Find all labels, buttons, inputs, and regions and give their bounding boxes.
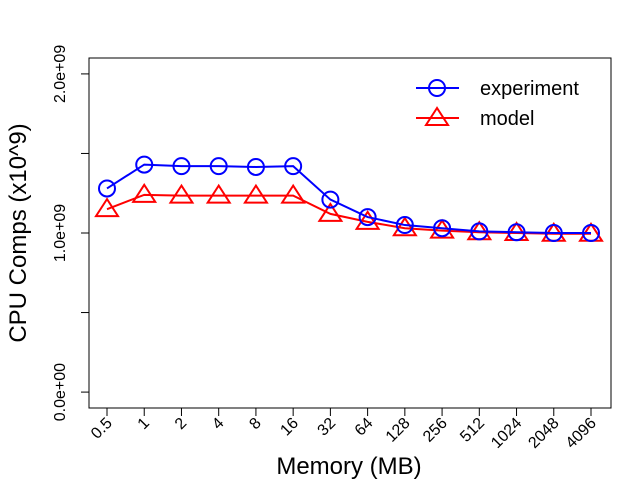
data-point-model [392,216,418,237]
legend-label-model: model [480,108,534,130]
y-axis-title: CPU Comps (x10^9) [5,123,32,342]
legend: experiment model [416,78,579,130]
x-tick-label: 0.5 [88,415,116,443]
series-experiment [98,155,600,242]
legend-marker-experiment [428,79,446,97]
x-tick-label: 4 [209,415,227,433]
data-point-model [243,183,269,204]
data-point-model [131,182,158,203]
data-point-model [317,202,344,222]
series-line-experiment [106,163,591,234]
data-point-experiment [433,219,452,238]
y-axis: 0.0e+00 1.0e+09 2.0e+09 [52,45,90,421]
data-point-model [280,183,306,204]
data-point-experiment [507,223,526,242]
legend-marker-model [424,106,450,126]
x-tick-label: 1024 [488,415,525,452]
legend-item-model: model [416,106,534,130]
x-tick-label: 4096 [563,415,600,452]
data-point-model [94,197,120,218]
x-tick-label: 512 [457,415,488,446]
data-point-model [168,183,195,204]
data-point-experiment [246,157,265,176]
series-line-model [106,193,591,235]
data-point-model [354,210,381,230]
x-tick-label: 32 [315,415,340,440]
legend-item-experiment: experiment [416,78,579,100]
data-point-experiment [470,222,489,241]
x-tick-label: 128 [383,415,414,446]
data-point-experiment [358,208,377,227]
y-tick-label: 2.0e+09 [52,45,69,103]
data-point-experiment [209,157,228,176]
x-tick-label: 1 [135,415,153,433]
data-point-model [205,183,232,204]
x-tick-label: 2048 [525,415,562,452]
x-tick-label: 2 [172,415,190,433]
y-tick-label: 1.0e+09 [52,204,69,262]
series-layer [94,155,604,242]
x-axis: 0.5 1 2 4 8 16 32 64 128 256 512 1024 2048 4096 [88,407,600,452]
x-tick-label: 64 [352,415,377,440]
x-tick-label: 256 [420,415,451,446]
y-tick-label: 0.0e+00 [52,363,69,421]
x-tick-label: 16 [277,415,302,440]
data-point-experiment [321,190,340,209]
data-point-experiment [172,157,191,176]
x-tick-label: 8 [246,415,264,433]
data-point-experiment [395,216,414,235]
data-point-experiment [98,179,116,198]
x-axis-title: Memory (MB) [276,453,421,480]
data-point-experiment [544,224,563,242]
legend-label-experiment: experiment [480,78,579,100]
data-point-experiment [135,155,154,174]
data-point-experiment [284,157,303,176]
data-point-experiment [582,224,600,242]
